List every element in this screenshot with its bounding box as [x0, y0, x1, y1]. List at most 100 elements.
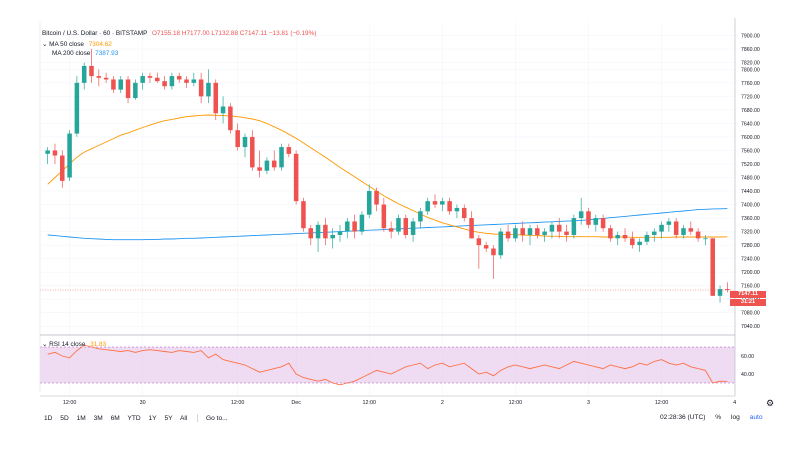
candle-down — [301, 201, 306, 229]
candle-up — [527, 228, 533, 235]
range-ytd[interactable]: YTD — [127, 414, 141, 422]
ma200-line-group — [47, 208, 728, 241]
candle-down — [688, 228, 694, 232]
ma50-line — [47, 114, 728, 238]
gear-icon[interactable]: ⚙ — [766, 398, 775, 408]
candle-down — [162, 81, 167, 87]
range-3m[interactable]: 3M — [93, 414, 103, 422]
candle-down — [535, 228, 540, 235]
candle-up — [359, 214, 365, 232]
rsi-line-group — [47, 344, 728, 386]
candle-down — [323, 224, 328, 239]
time-tick-label: Dec — [291, 400, 301, 406]
price-tick-label: 7160.00 — [741, 284, 760, 290]
candle-down — [556, 224, 562, 232]
ma50-legend[interactable]: ⌄ MA 50 close 7304.62 — [42, 40, 112, 48]
countdown-tag: 31:21 — [730, 299, 766, 306]
candle-up — [330, 234, 335, 239]
price-grid — [40, 22, 735, 396]
candle-down — [491, 248, 496, 256]
time-tick-label: 12:00 — [509, 400, 523, 406]
price-tick-label: 7760.00 — [741, 81, 760, 87]
symbol-legend[interactable]: Bitcoin / U.S. Dollar · 60 · BITSTAMP O7… — [42, 30, 316, 37]
time-tick-label: 3 — [587, 400, 590, 406]
time-tick-label: 12:00 — [655, 400, 669, 406]
candle-up — [644, 234, 650, 242]
range-1y[interactable]: 1Y — [148, 414, 157, 422]
candle-up — [396, 218, 401, 232]
symbol-title: Bitcoin / U.S. Dollar · 60 · BITSTAMP — [42, 30, 148, 37]
ma200-label: MA 200 close — [52, 50, 91, 57]
candle-up — [169, 76, 175, 87]
price-tick-label: 7440.00 — [741, 189, 760, 195]
candle-down — [125, 79, 131, 99]
candle-up — [418, 211, 423, 222]
candle-up — [74, 82, 80, 134]
rsi-legend[interactable]: ⌄ RSI 14 close 31.83 — [42, 340, 106, 348]
price-tick-label: 7560.00 — [741, 148, 760, 154]
candle-up — [425, 201, 430, 212]
candle-down — [695, 231, 701, 239]
candle-down — [60, 155, 65, 181]
ma200-legend[interactable]: MA 200 close 7387.93 — [52, 50, 118, 57]
candle-down — [608, 228, 613, 239]
candle-up — [81, 65, 87, 83]
candle-down — [147, 76, 153, 78]
chart-settings-bar: 02:28:36 (UTC) % log auto — [660, 414, 771, 421]
candle-up — [659, 224, 664, 232]
range-5d[interactable]: 5D — [60, 414, 69, 422]
candle-down — [89, 65, 94, 77]
goto-button[interactable]: Go to... — [206, 414, 228, 422]
price-tick-label: 7480.00 — [741, 176, 760, 182]
percent-toggle[interactable]: % — [715, 414, 722, 421]
candle-up — [191, 79, 197, 83]
range-5y[interactable]: 5Y — [164, 414, 173, 422]
candle-up — [242, 136, 248, 148]
candle-up — [337, 231, 343, 235]
utc-clock[interactable]: 02:28:36 (UTC) — [660, 414, 706, 421]
candle-down — [461, 207, 467, 219]
candle-up — [345, 221, 350, 232]
range-all[interactable]: All — [179, 414, 188, 422]
candle-up — [703, 238, 708, 240]
candle-up — [220, 106, 226, 114]
price-tick-label: 7360.00 — [741, 216, 760, 222]
candle-up — [578, 211, 584, 219]
candle-down — [469, 218, 474, 239]
time-tick-label: 12:00 — [63, 400, 77, 406]
candle-up — [206, 82, 211, 97]
time-tick-label: 30 — [140, 400, 146, 406]
price-tick-label: 7280.00 — [741, 243, 760, 249]
candle-down — [520, 228, 525, 235]
range-toolbar: 1D 5D 1M 3M 6M YTD 1Y 5Y All Go to... — [44, 414, 234, 422]
candles-group[interactable] — [45, 49, 730, 303]
time-tick-label: 2 — [441, 400, 444, 406]
price-tick-label: 7640.00 — [741, 121, 760, 127]
chevron-down-icon[interactable]: ⌄ — [42, 41, 48, 48]
candle-up — [279, 147, 284, 168]
candle-down — [293, 153, 299, 202]
price-tick-label: 7320.00 — [741, 230, 760, 236]
candle-down — [564, 231, 569, 235]
candle-down — [432, 201, 438, 205]
price-tick-label: 7040.00 — [741, 324, 760, 330]
candle-up — [440, 201, 445, 205]
auto-toggle[interactable]: auto — [749, 414, 763, 421]
log-toggle[interactable]: log — [731, 414, 740, 421]
chevron-down-icon[interactable]: ⌄ — [42, 341, 48, 348]
candle-down — [586, 211, 591, 225]
candle-up — [264, 160, 270, 171]
price-tick-label: 7900.00 — [741, 34, 760, 40]
candle-down — [184, 79, 189, 83]
range-6m[interactable]: 6M — [110, 414, 120, 422]
candle-up — [666, 221, 672, 225]
candle-down — [352, 221, 357, 232]
candle-down — [235, 130, 240, 148]
price-tick-label: 7600.00 — [741, 135, 760, 141]
candle-up — [681, 228, 686, 235]
range-1m[interactable]: 1M — [76, 414, 86, 422]
range-1d[interactable]: 1D — [44, 414, 53, 422]
candle-down — [476, 238, 482, 246]
